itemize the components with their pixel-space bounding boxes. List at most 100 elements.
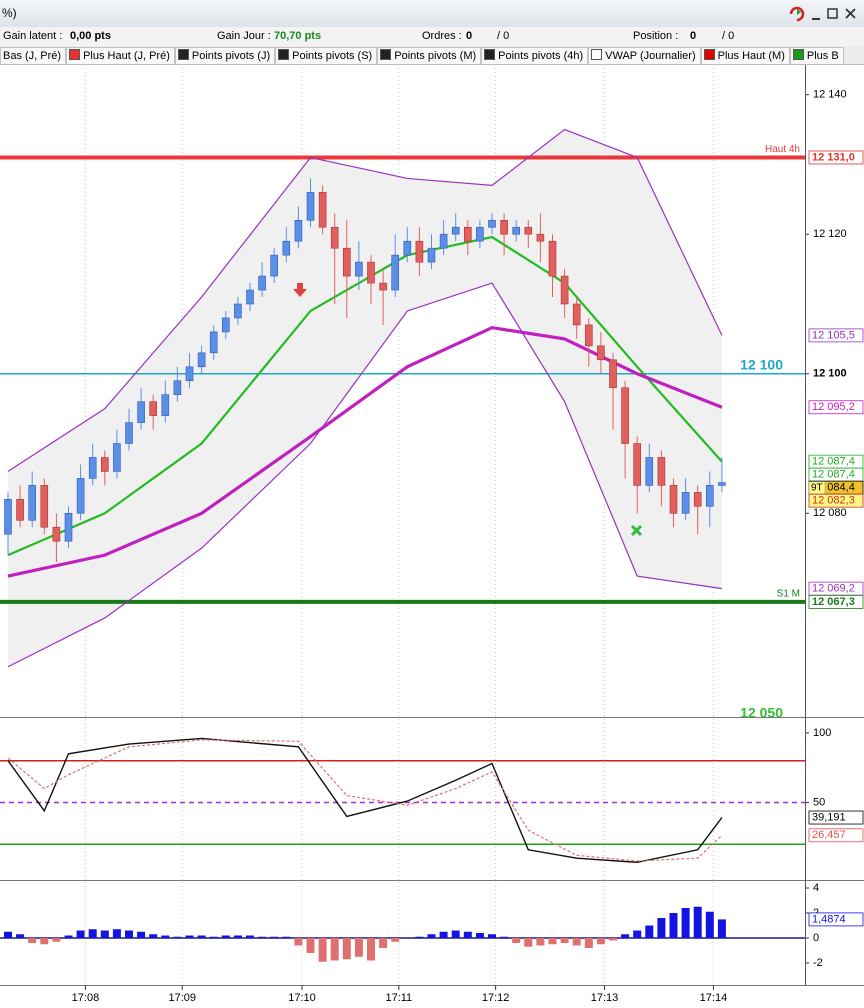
tab-swatch xyxy=(703,49,715,60)
y-tick-label: 12 080 xyxy=(813,507,847,519)
gain-jour-label: Gain Jour : xyxy=(217,30,271,42)
axis-marker-label: 12 087,4 xyxy=(812,456,855,468)
candle-body xyxy=(330,226,339,249)
candle-body xyxy=(476,226,484,242)
histogram-bar xyxy=(475,933,484,938)
indicator-tab[interactable]: VWAP (Journalier) xyxy=(588,47,701,64)
candle-body xyxy=(125,422,133,444)
histogram-bar xyxy=(415,936,424,938)
histogram-bar xyxy=(584,938,593,948)
gain-jour: 70,70 pts xyxy=(274,30,322,42)
candle-body xyxy=(197,352,206,368)
candle-body xyxy=(500,219,508,235)
indicator-tab[interactable]: Points pivots (S) xyxy=(275,47,378,64)
candle-body xyxy=(270,254,279,277)
histogram-bar xyxy=(439,931,448,938)
signal-arrow-down xyxy=(293,283,307,297)
histogram-bar xyxy=(52,938,61,942)
tab-label: Plus B xyxy=(806,50,839,62)
indicator-tab[interactable]: Plus B xyxy=(789,47,844,64)
indicator-tab[interactable]: Plus Haut (J, Pré) xyxy=(66,47,175,64)
tab-swatch xyxy=(484,49,496,60)
histogram-bar xyxy=(488,934,496,938)
toolbar: Gain latent : 0,00 pts Gain Jour : 70,70… xyxy=(0,27,864,47)
candle-body xyxy=(512,226,521,235)
histogram-bar xyxy=(621,934,630,938)
tab-label: Points pivots (J) xyxy=(191,50,271,62)
x-tick-label: 17:13 xyxy=(591,992,619,1004)
candle-body xyxy=(560,275,569,305)
indicator-line xyxy=(7,282,722,668)
y-tick-label: 100 xyxy=(813,727,831,739)
histogram-bar xyxy=(524,938,533,947)
candle-body xyxy=(621,387,629,444)
candle-body xyxy=(161,394,170,416)
gain-latent-label: Gain latent : xyxy=(3,30,63,42)
candle-body xyxy=(427,247,436,263)
candle-body xyxy=(149,401,157,416)
candle-body xyxy=(4,499,12,535)
tab-swatch xyxy=(591,49,603,60)
y-tick-label: -2 xyxy=(813,957,823,969)
y-tick-label: 12 100 xyxy=(813,368,847,380)
level-name: 12 100 xyxy=(740,356,783,372)
candle-body xyxy=(76,478,85,514)
y-tick-label: 12 140 xyxy=(813,89,847,101)
histogram-bar xyxy=(125,930,133,938)
axis-marker-label: 12 095,2 xyxy=(812,401,855,413)
histogram-bar xyxy=(717,919,726,938)
y-tick-label: 50 xyxy=(813,796,825,808)
histogram-bar xyxy=(318,938,327,962)
indicator-tab[interactable]: Points pivots (4h) xyxy=(481,47,589,64)
y-tick-label: 12 120 xyxy=(813,228,847,240)
candle-body xyxy=(439,233,448,249)
candle-body xyxy=(548,240,557,277)
window-title: %) xyxy=(2,6,17,20)
x-tick-label: 17:08 xyxy=(72,992,100,1004)
histogram-bar xyxy=(427,934,436,938)
histogram-bar xyxy=(173,936,182,938)
indicator-tab[interactable]: Points pivots (M) xyxy=(377,47,482,64)
histogram-bar xyxy=(246,935,254,938)
histogram-bar xyxy=(657,918,666,938)
candle-body xyxy=(234,303,242,319)
histogram-bar xyxy=(4,931,12,938)
candle-body xyxy=(451,226,460,235)
tab-swatch xyxy=(278,49,290,60)
histogram-bar xyxy=(112,929,121,938)
candle-body xyxy=(16,499,24,521)
candle-body xyxy=(367,261,375,284)
window-controls[interactable] xyxy=(788,5,862,23)
histogram-bar xyxy=(161,935,170,938)
axis-marker-label: 12 131,0 xyxy=(812,151,855,163)
marker-tag: 9T xyxy=(811,482,823,493)
candle-body xyxy=(185,366,194,382)
indicator-tab[interactable]: Plus Haut (M) xyxy=(700,47,790,64)
candle-body xyxy=(88,457,97,479)
indicator-tab[interactable]: Bas (J, Pré) xyxy=(0,47,67,64)
level-name: 12 050 xyxy=(740,705,783,721)
candle-body xyxy=(101,457,109,472)
axis-marker-box xyxy=(808,493,864,508)
candle-body xyxy=(718,482,726,486)
candle-body xyxy=(113,443,121,472)
histogram-bar xyxy=(76,930,85,938)
candle-body xyxy=(282,240,291,256)
candle-body xyxy=(657,457,666,486)
candle-body xyxy=(488,219,496,228)
histogram-bar xyxy=(16,934,25,938)
panel xyxy=(0,719,805,880)
axis-marker-box xyxy=(808,328,864,343)
histogram-bar xyxy=(596,938,605,945)
candle-body xyxy=(681,492,690,514)
tab-label: Points pivots (4h) xyxy=(498,50,584,62)
histogram-bar xyxy=(609,938,617,941)
axis-marker-box xyxy=(808,150,864,165)
indicator-tab[interactable]: Points pivots (J) xyxy=(174,47,276,64)
histogram-bar xyxy=(705,911,714,938)
histogram-bar xyxy=(391,938,400,942)
histogram-bar xyxy=(282,936,291,938)
histogram-bar xyxy=(221,935,230,938)
candle-body xyxy=(597,345,605,361)
tab-label: Points pivots (S) xyxy=(292,50,373,62)
